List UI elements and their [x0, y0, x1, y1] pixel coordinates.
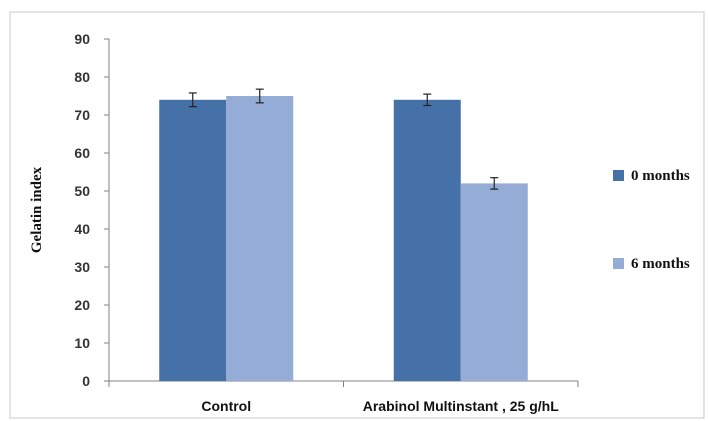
legend-swatch	[613, 170, 624, 181]
y-tick-label: 90	[74, 31, 90, 47]
bar	[226, 96, 294, 381]
y-tick-label: 30	[74, 259, 90, 275]
y-tick-label: 50	[74, 183, 90, 199]
x-tick-label: Control	[201, 398, 251, 414]
legend-label: 0 months	[631, 168, 690, 184]
legend: 0 months 6 months	[613, 168, 690, 272]
y-tick-label: 70	[74, 107, 90, 123]
plot-area: 0 10 20 30 40 50 60 70 80 90 Control Arabinol Multi…	[74, 31, 579, 414]
y-tick-label: 20	[74, 297, 90, 313]
y-tick-label: 60	[74, 145, 90, 161]
y-axis-label: Gelatin index	[29, 166, 45, 253]
x-tick-label: Arabinol Multinstant , 25 g/hL	[363, 398, 559, 414]
legend-label: 6 months	[631, 256, 690, 272]
legend-swatch	[613, 258, 624, 269]
bar	[159, 99, 227, 382]
bar	[460, 183, 528, 381]
y-tick-label: 40	[74, 221, 90, 237]
chart-frame	[9, 11, 705, 419]
y-tick-label: 10	[74, 335, 90, 351]
y-tick-label: 80	[74, 69, 90, 85]
bar	[393, 99, 461, 382]
y-tick-label: 0	[82, 373, 90, 389]
